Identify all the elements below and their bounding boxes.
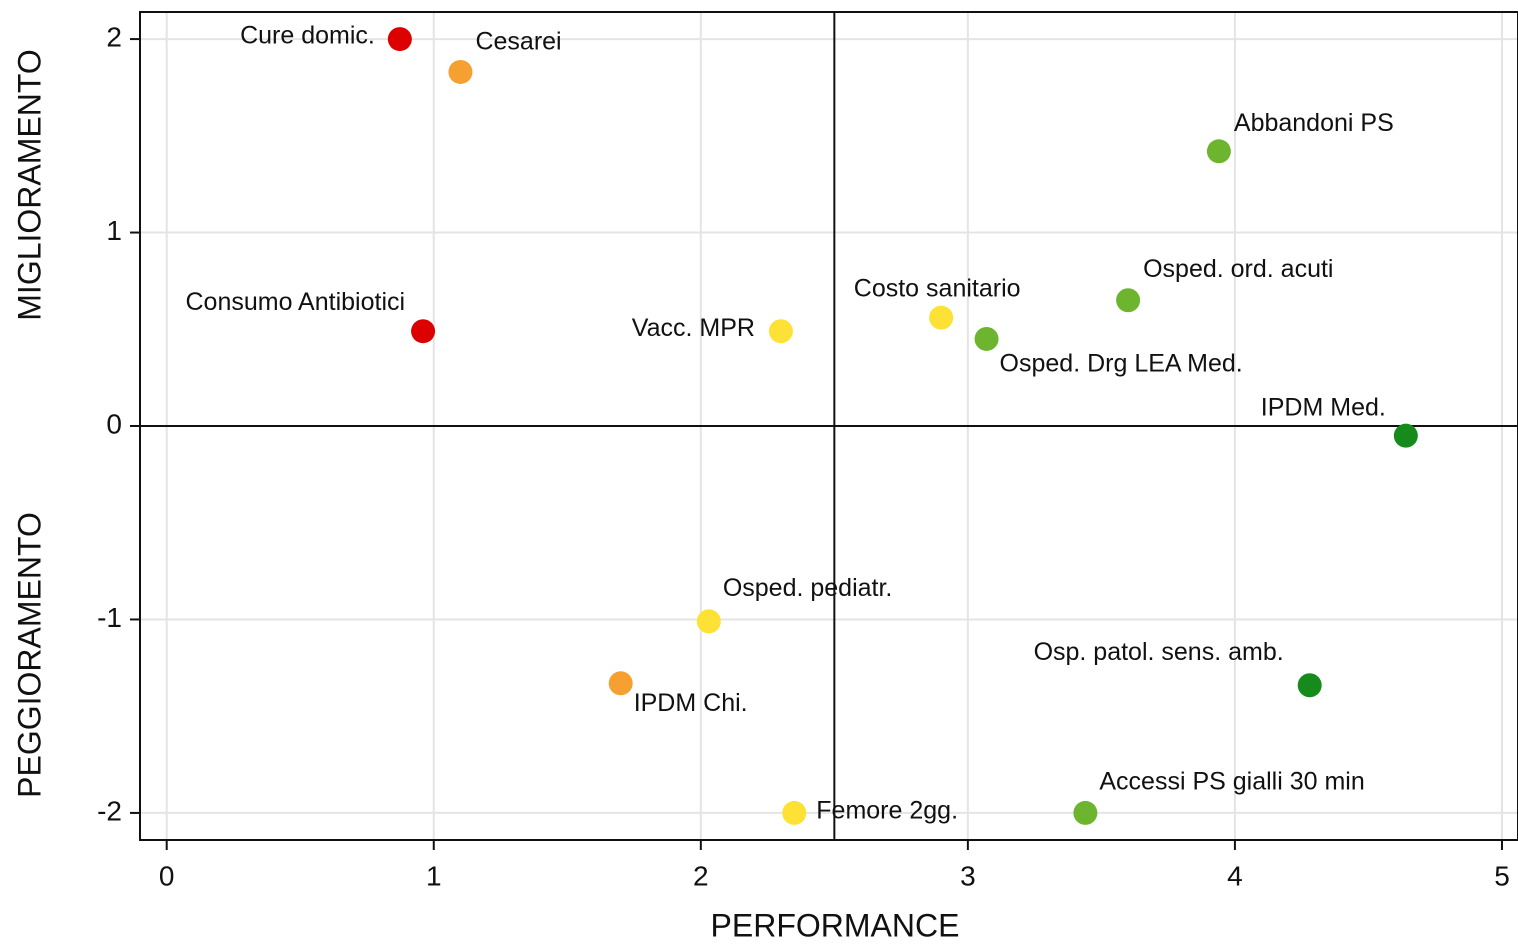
point-label: Cure domic. bbox=[240, 22, 375, 50]
y-tick-label: 2 bbox=[106, 21, 122, 52]
point bbox=[608, 671, 633, 696]
point bbox=[1073, 800, 1098, 825]
point-label: Cesarei bbox=[475, 28, 561, 56]
point-label: Vacc. MPR bbox=[632, 314, 755, 342]
y-tick-label: -1 bbox=[97, 602, 122, 633]
x-axis-title: PERFORMANCE bbox=[711, 907, 960, 943]
point-label: Osped. ord. acuti bbox=[1143, 255, 1333, 283]
point bbox=[768, 319, 793, 344]
point bbox=[1206, 139, 1231, 164]
point-label: Osped. Drg LEA Med. bbox=[1000, 350, 1243, 378]
point bbox=[387, 27, 412, 52]
point bbox=[782, 800, 807, 825]
x-tick-label: 5 bbox=[1494, 860, 1510, 891]
y-tick-label: 1 bbox=[106, 215, 122, 246]
point bbox=[448, 59, 473, 84]
point bbox=[1297, 673, 1322, 698]
point-label: Femore 2gg. bbox=[816, 797, 958, 825]
point-label: Abbandoni PS bbox=[1234, 109, 1394, 137]
point-label: Accessi PS gialli 30 min bbox=[1099, 768, 1364, 796]
point-label: Osp. patol. sens. amb. bbox=[1034, 638, 1284, 666]
point bbox=[1393, 423, 1418, 448]
y-axis-title-bottom: PEGGIORAMENTO bbox=[11, 512, 47, 798]
point-label: Costo sanitario bbox=[854, 274, 1021, 302]
point bbox=[929, 305, 954, 330]
x-tick-label: 4 bbox=[1227, 860, 1243, 891]
point bbox=[411, 319, 436, 344]
y-axis-title-top: MIGLIORAMENTO bbox=[11, 49, 47, 320]
point bbox=[696, 609, 721, 634]
x-tick-label: 0 bbox=[159, 860, 175, 891]
x-tick-label: 3 bbox=[960, 860, 976, 891]
point bbox=[1116, 288, 1141, 313]
x-tick-label: 2 bbox=[693, 860, 709, 891]
y-tick-label: -2 bbox=[97, 795, 122, 826]
point-label: IPDM Med. bbox=[1261, 393, 1386, 421]
point-label: Consumo Antibiotici bbox=[186, 288, 406, 316]
point bbox=[974, 326, 999, 351]
point-label: IPDM Chi. bbox=[634, 689, 748, 717]
point-label: Osped. pediatr. bbox=[723, 574, 893, 602]
y-tick-label: 0 bbox=[106, 408, 122, 439]
x-tick-label: 1 bbox=[426, 860, 442, 891]
